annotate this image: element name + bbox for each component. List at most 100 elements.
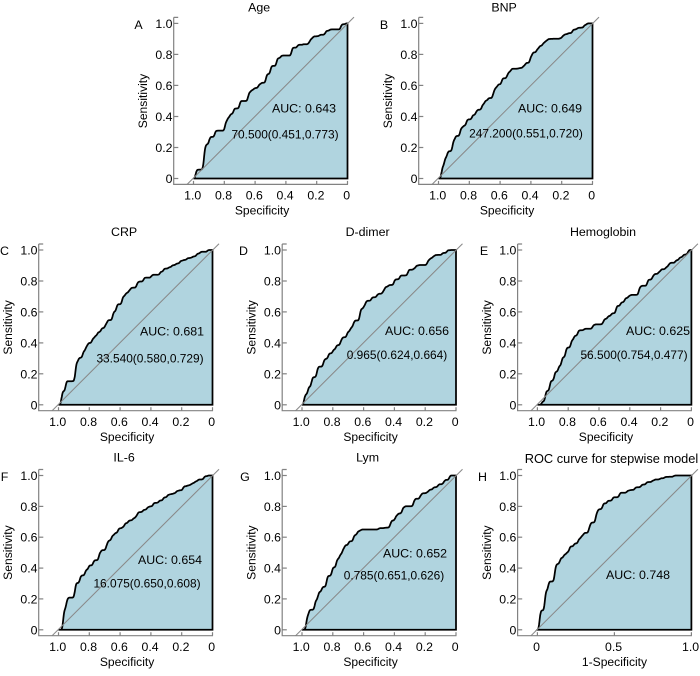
svg-text:1.0: 1.0 [293, 640, 310, 654]
svg-text:0.6: 0.6 [111, 415, 128, 429]
svg-text:0: 0 [452, 415, 459, 429]
svg-text:0.785(0.651,0.626): 0.785(0.651,0.626) [344, 568, 445, 582]
svg-text:56.500(0.754,0.477): 56.500(0.754,0.477) [580, 348, 687, 362]
svg-text:Sensitivity: Sensitivity [1, 299, 15, 354]
svg-text:0.2: 0.2 [400, 141, 417, 155]
svg-text:0: 0 [687, 415, 694, 429]
svg-text:0.4: 0.4 [142, 415, 159, 429]
svg-text:1.0: 1.0 [49, 415, 66, 429]
svg-text:H: H [478, 470, 487, 484]
svg-text:0.8: 0.8 [264, 500, 281, 514]
svg-text:1.0: 1.0 [155, 17, 172, 31]
svg-text:0: 0 [510, 398, 517, 412]
svg-text:0.8: 0.8 [155, 48, 172, 62]
svg-text:Specificity: Specificity [579, 430, 634, 444]
svg-text:0.6: 0.6 [20, 305, 37, 319]
svg-text:1.0: 1.0 [499, 469, 516, 483]
svg-text:0: 0 [510, 623, 517, 637]
svg-text:Lym: Lym [356, 451, 379, 465]
svg-text:0: 0 [452, 640, 459, 654]
svg-text:0: 0 [208, 640, 215, 654]
svg-text:16.075(0.650,0.608): 16.075(0.650,0.608) [93, 576, 200, 590]
svg-text:0.4: 0.4 [400, 110, 417, 124]
svg-text:33.540(0.580,0.729): 33.540(0.580,0.729) [96, 351, 203, 365]
svg-text:0.8: 0.8 [80, 415, 97, 429]
svg-text:0: 0 [274, 623, 281, 637]
svg-text:B: B [380, 18, 388, 32]
svg-text:70.500(0.451,0.773): 70.500(0.451,0.773) [231, 127, 338, 141]
svg-text:AUC: 0.649: AUC: 0.649 [518, 102, 582, 116]
svg-text:A: A [134, 18, 143, 32]
svg-text:Sensitivity: Sensitivity [480, 524, 494, 579]
svg-text:0.8: 0.8 [559, 415, 576, 429]
svg-text:0.2: 0.2 [552, 189, 569, 203]
svg-text:0.6: 0.6 [499, 305, 516, 319]
svg-text:0.2: 0.2 [416, 415, 433, 429]
svg-text:0.2: 0.2 [172, 415, 189, 429]
svg-text:1-Specificity: 1-Specificity [582, 655, 648, 669]
svg-text:0.2: 0.2 [499, 367, 516, 381]
svg-text:D: D [239, 244, 248, 258]
svg-text:0: 0 [274, 398, 281, 412]
svg-text:1.0: 1.0 [499, 244, 516, 258]
svg-text:0.4: 0.4 [264, 336, 281, 350]
svg-text:0: 0 [533, 640, 540, 654]
svg-text:0.965(0.624,0.664): 0.965(0.624,0.664) [347, 348, 448, 362]
svg-text:1.0: 1.0 [682, 640, 699, 654]
svg-text:AUC: 0.652: AUC: 0.652 [383, 547, 447, 561]
svg-text:0: 0 [31, 398, 38, 412]
svg-text:1.0: 1.0 [49, 640, 66, 654]
svg-text:Age: Age [248, 1, 270, 15]
svg-text:0.8: 0.8 [80, 640, 97, 654]
svg-text:0.4: 0.4 [499, 336, 516, 350]
svg-text:247.200(0.551,0.720): 247.200(0.551,0.720) [469, 126, 583, 140]
svg-text:Sensitivity: Sensitivity [1, 524, 15, 579]
svg-text:0.4: 0.4 [277, 189, 294, 203]
svg-text:0.2: 0.2 [20, 592, 37, 606]
svg-text:0.8: 0.8 [499, 275, 516, 289]
svg-text:0.2: 0.2 [172, 640, 189, 654]
svg-text:AUC: 0.748: AUC: 0.748 [606, 568, 670, 582]
svg-text:0.6: 0.6 [111, 640, 128, 654]
svg-text:0.4: 0.4 [264, 562, 281, 576]
svg-text:0: 0 [31, 623, 38, 637]
svg-text:0.4: 0.4 [522, 189, 539, 203]
svg-text:Specificity: Specificity [235, 204, 290, 218]
svg-text:0.8: 0.8 [264, 275, 281, 289]
svg-text:1.0: 1.0 [429, 189, 446, 203]
svg-text:0.2: 0.2 [416, 640, 433, 654]
svg-text:0.6: 0.6 [590, 415, 607, 429]
svg-text:0.8: 0.8 [20, 500, 37, 514]
svg-text:0.8: 0.8 [400, 48, 417, 62]
svg-text:0.2: 0.2 [264, 367, 281, 381]
svg-text:G: G [240, 470, 250, 484]
svg-text:BNP: BNP [491, 1, 516, 15]
svg-text:0.4: 0.4 [499, 562, 516, 576]
svg-text:AUC: 0.625: AUC: 0.625 [626, 324, 690, 338]
svg-text:0: 0 [343, 189, 350, 203]
svg-text:0.6: 0.6 [354, 640, 371, 654]
svg-text:ROC curve for stepwise model: ROC curve for stepwise model [525, 451, 699, 466]
svg-text:0.6: 0.6 [354, 415, 371, 429]
svg-text:0.8: 0.8 [499, 500, 516, 514]
svg-text:1.0: 1.0 [400, 17, 417, 31]
svg-text:AUC: 0.656: AUC: 0.656 [385, 324, 449, 338]
svg-text:0: 0 [411, 172, 418, 186]
svg-text:Sensitivity: Sensitivity [245, 524, 259, 579]
svg-text:0.4: 0.4 [385, 640, 402, 654]
svg-text:0.8: 0.8 [215, 189, 232, 203]
svg-text:F: F [1, 470, 9, 484]
svg-text:0.2: 0.2 [20, 367, 37, 381]
svg-text:0.2: 0.2 [264, 592, 281, 606]
svg-text:0.4: 0.4 [620, 415, 637, 429]
svg-text:1.0: 1.0 [264, 469, 281, 483]
svg-text:0.2: 0.2 [651, 415, 668, 429]
svg-text:0.6: 0.6 [20, 531, 37, 545]
svg-text:0.6: 0.6 [246, 189, 263, 203]
svg-text:0.4: 0.4 [20, 336, 37, 350]
svg-text:1.0: 1.0 [264, 244, 281, 258]
svg-text:IL-6: IL-6 [113, 451, 134, 465]
svg-text:1.0: 1.0 [20, 244, 37, 258]
svg-text:0.6: 0.6 [400, 79, 417, 93]
svg-text:0: 0 [208, 415, 215, 429]
